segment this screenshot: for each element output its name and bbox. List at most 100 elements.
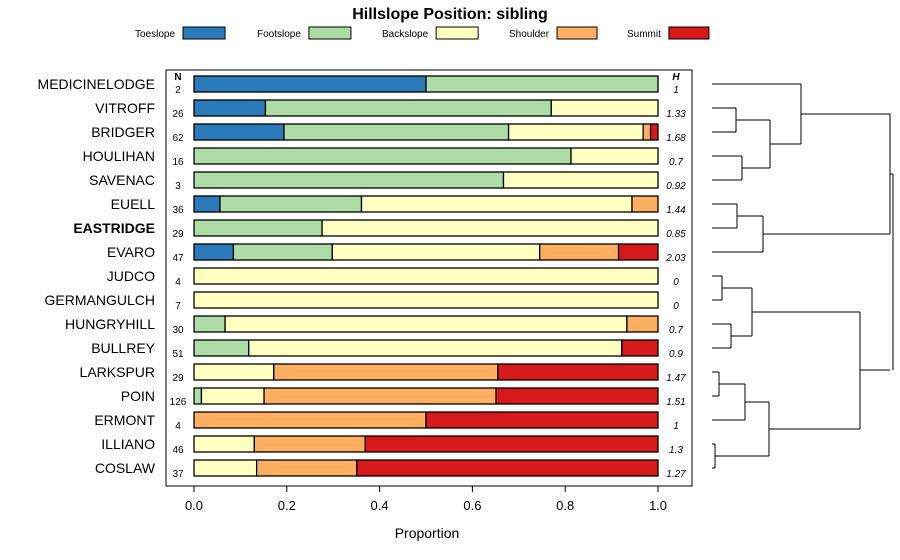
n-value: 51	[172, 349, 184, 360]
bar-segment-footslope	[283, 123, 510, 141]
n-value: 29	[172, 373, 184, 384]
legend-swatch-summit	[668, 26, 710, 40]
bar-row: HUNGRYHILL 30 0.7	[65, 315, 683, 336]
h-value: 1	[673, 421, 679, 432]
dendro-link	[712, 275, 890, 469]
bar-segment-summit	[364, 435, 659, 453]
h-value: 0.9	[669, 349, 683, 360]
bar-segment-toeslope	[193, 195, 221, 213]
n-value: 2	[175, 85, 181, 96]
bar-row: GERMANGULCH 7 0	[45, 291, 679, 312]
bar-segment-footslope	[232, 243, 333, 261]
bar-segment-toeslope	[193, 123, 285, 141]
h-value: 1.51	[666, 397, 685, 408]
category-label: GERMANGULCH	[45, 292, 155, 308]
category-label: EASTRIDGE	[73, 220, 155, 236]
legend-label-toeslope: Toeslope	[135, 29, 175, 40]
bar-segment-shoulder	[193, 411, 427, 429]
h-value: 0.7	[669, 325, 683, 336]
bar-segment-summit	[495, 387, 659, 405]
x-tick-label: 0.4	[371, 498, 389, 513]
bar-segment-backslope	[331, 243, 541, 261]
dendro-link	[889, 114, 894, 370]
bar-segment-toeslope	[193, 75, 427, 93]
category-label: LARKSPUR	[80, 364, 155, 380]
bar-row: ILLIANO 46 1.3	[101, 435, 683, 456]
h-header: H	[672, 72, 680, 83]
bar-segment-backslope	[193, 459, 258, 477]
x-axis: 0.0 0.2 0.4 0.6 0.8 1.0	[185, 486, 667, 513]
bar-segment-footslope	[193, 339, 250, 357]
n-value: 126	[170, 397, 187, 408]
bar-segment-footslope	[264, 99, 552, 117]
x-tick-label: 1.0	[649, 498, 667, 513]
bar-segment-toeslope	[193, 243, 235, 261]
bar-segment-backslope	[193, 291, 659, 309]
bar-segment-backslope	[570, 147, 659, 165]
n-value: 36	[172, 205, 184, 216]
h-value: 1.3	[669, 445, 683, 456]
plot-frame	[165, 69, 693, 487]
bar-segment-footslope	[193, 171, 505, 189]
bar-segment-shoulder	[255, 459, 358, 477]
h-value: 0	[673, 301, 679, 312]
legend-swatch-shoulder	[556, 26, 598, 40]
category-label: HUNGRYHILL	[65, 316, 155, 332]
n-value: 4	[175, 277, 181, 288]
bar-row: EUELL 36 1.44	[111, 195, 686, 216]
x-tick-label: 0.2	[278, 498, 296, 513]
category-label: ERMONT	[94, 412, 155, 428]
legend-label-footslope: Footslope	[257, 29, 301, 40]
dendro-link	[712, 83, 890, 181]
bar-segment-footslope	[193, 219, 323, 237]
n-value: 26	[172, 109, 184, 120]
bar-segment-backslope	[224, 315, 628, 333]
category-label: EVARO	[107, 244, 155, 260]
h-value: 0	[673, 277, 679, 288]
n-value: 29	[172, 229, 184, 240]
legend-label-backslope: Backslope	[382, 29, 429, 40]
bar-segment-shoulder	[539, 243, 620, 261]
category-label: COSLAW	[95, 460, 156, 476]
h-value: 1.44	[666, 205, 686, 216]
bar-segment-footslope	[193, 147, 572, 165]
h-value: 0.7	[669, 157, 683, 168]
legend-swatch-footslope	[308, 26, 352, 40]
n-value: 30	[172, 325, 184, 336]
bar-row: SAVENAC 3 0.92	[89, 171, 686, 192]
bar-segment-summit	[425, 411, 659, 429]
bar-row: BULLREY 51 0.9	[91, 339, 683, 360]
bar-row: EVARO 47 2.03	[107, 243, 686, 264]
chart-title: Hillslope Position: sibling	[352, 6, 548, 23]
bar-row: EASTRIDGE 29 0.85	[73, 219, 686, 240]
n-value: 16	[172, 157, 184, 168]
category-label: EUELL	[111, 196, 156, 212]
bar-row: COSLAW 37 1.27	[95, 459, 686, 480]
bar-segment-footslope	[219, 195, 363, 213]
bar-row: MEDICINELODGE 2 1	[38, 75, 679, 96]
bar-row: ERMONT 4 1	[94, 411, 679, 432]
n-value: 46	[172, 445, 184, 456]
bar-segment-backslope	[507, 123, 644, 141]
bar-segment-shoulder	[273, 363, 499, 381]
category-label: ILLIANO	[101, 436, 155, 452]
bar-segment-backslope	[193, 363, 275, 381]
h-value: 1	[673, 85, 679, 96]
h-value: 1.27	[666, 469, 686, 480]
h-value: 2.03	[665, 253, 686, 264]
bar-row: BRIDGER 62 1.68	[91, 123, 686, 144]
bar-row: POIN 126 1.51	[121, 387, 686, 408]
bar-segment-shoulder	[642, 123, 652, 141]
h-value: 0.92	[666, 181, 686, 192]
legend: Toeslope Footslope Backslope Shoulder Summit	[135, 26, 710, 40]
bar-segment-summit	[497, 363, 659, 381]
bar-segment-shoulder	[263, 387, 497, 405]
bar-row: LARKSPUR 29 1.47	[80, 363, 686, 384]
category-label: BULLREY	[91, 340, 155, 356]
bar-segment-backslope	[360, 195, 633, 213]
legend-label-shoulder: Shoulder	[509, 29, 550, 40]
bar-segment-shoulder	[626, 315, 659, 333]
legend-label-summit: Summit	[627, 29, 661, 40]
